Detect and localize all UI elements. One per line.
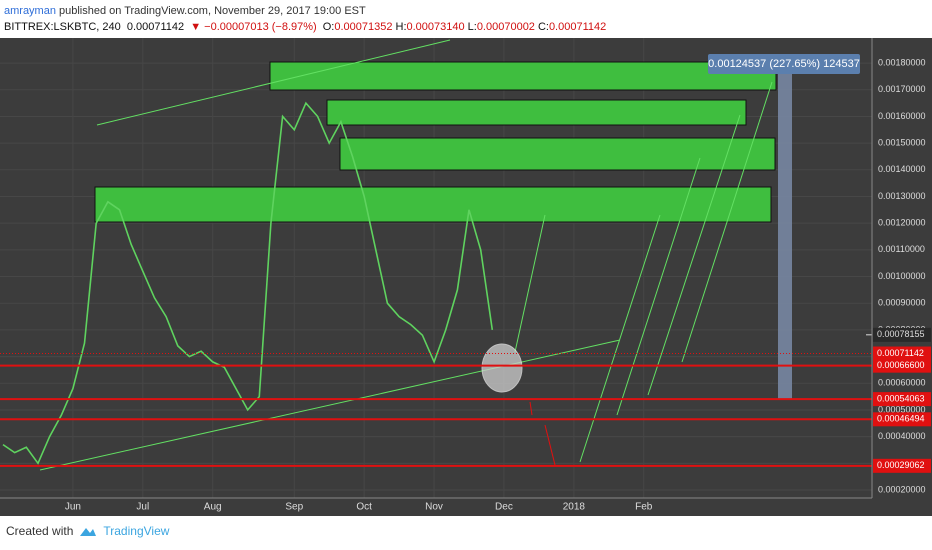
ohlc-value: 0.00071352 [334,21,393,33]
marker-price-label: 0.00078155 [877,329,925,339]
x-tick-label: Dec [495,502,513,513]
zone [269,61,777,91]
y-tick-label: 0.00100000 [878,271,926,281]
measure-box [708,54,860,74]
x-tick-label: Nov [425,502,443,513]
price-line-label-box [873,412,931,427]
symbol: BITTREX:LSKBTC, 240 [4,21,121,33]
y-tick-label: 0.00090000 [878,298,926,308]
trend-lines [39,39,773,471]
ohlc-value: 0.00073140 [406,21,465,33]
highlight [481,343,523,393]
y-tick-label: 0.00050000 [878,404,926,414]
logo [80,528,97,536]
x-tick-label: Sep [285,502,303,513]
zone [94,186,772,223]
price-line-label: 0.00066600 [877,360,925,370]
y-tick-label: 0.00140000 [878,164,926,174]
x-tick-label: Aug [204,502,222,513]
published: published on TradingView.com, November 2… [58,5,366,17]
trend-line [96,39,451,126]
last-price-label: 0.00071142 [877,348,924,358]
down-arrows [529,401,556,466]
zones [94,61,777,223]
y-tick-label: 0.00020000 [878,484,926,494]
price-line-label-box [873,392,931,407]
zone [326,99,747,126]
ohlc-label: H: [395,21,407,33]
arrow [514,214,546,353]
price-line-label-box [873,358,931,373]
x-tick-label: Jun [65,502,81,513]
arrow [529,401,533,416]
price-line-label: 0.00054063 [877,393,925,403]
y-tick-label: 0.00130000 [878,191,926,201]
brand[interactable]: TradingView [103,524,170,538]
last-price-label-box [873,346,931,361]
ohlc-label: C: [537,21,549,33]
chart: 0.000200000.000300000.000400000.00050000… [0,38,932,516]
ohlc-label: L: [467,21,477,33]
y-tick-label: 0.00040000 [878,431,926,441]
created: Created with [6,524,74,538]
y-tick-label: 0.00170000 [878,84,926,94]
arrow [681,81,773,363]
ohlc-value: 0.00071142 [548,21,607,33]
y-tick-label: 0.00150000 [878,138,926,148]
price-axis-bg [872,38,932,516]
x-tick-label: 2018 [563,502,586,513]
publish-line: amrayman published on TradingView.com, No… [4,5,369,17]
trend-line [39,339,621,471]
ohlc-value: 0.00070002 [476,21,535,33]
ohlc-label: O: [322,21,335,33]
y-tick-label: 0.00180000 [878,57,926,67]
symbol-line: BITTREX:LSKBTC, 240 0.00071142 ▼ −0.0000… [4,21,612,33]
price-line-label-box [873,458,931,473]
price-line-label: 0.00029062 [877,460,925,470]
y-tick-label: 0.00060000 [878,378,926,388]
price-line-label: 0.00046494 [877,414,925,424]
measure-label: 0.00124537 (227.65%) 124537 [708,58,860,70]
footer: Created with TradingView [6,524,169,538]
measure-bar [778,73,792,399]
zone [339,137,776,171]
x-tick-label: Oct [356,502,372,513]
y-tick-label: 0.00160000 [878,111,926,121]
x-tick-label: Feb [635,502,653,513]
arrow [544,424,556,466]
last: 0.00071142 [126,21,185,33]
author[interactable]: amrayman [4,5,56,17]
x-tick-label: Jul [136,502,149,513]
arrow [647,114,741,396]
arrow [616,157,701,416]
price-line [2,101,494,465]
ohlc: O:0.00071352 H:0.00073140 L:0.00070002 C:0.… [323,21,610,33]
y-tick-label: 0.00110000 [878,244,925,254]
change: ▼ −0.00007013 (−8.97%) [190,21,317,33]
marker-price-label-box [873,327,931,342]
arrow [579,214,661,463]
y-tick-label: 0.00120000 [878,218,926,228]
